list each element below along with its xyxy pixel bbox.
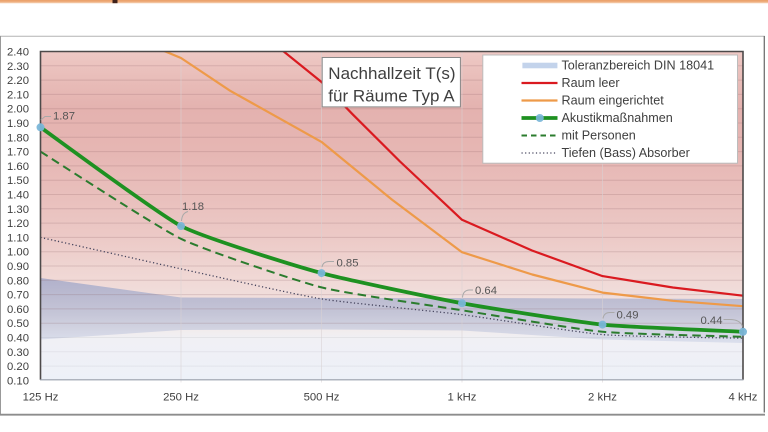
svg-text:0.80: 0.80 xyxy=(7,275,29,287)
svg-text:1.50: 1.50 xyxy=(7,175,29,187)
svg-text:für Räume Typ A: für Räume Typ A xyxy=(328,87,455,106)
svg-text:1.80: 1.80 xyxy=(7,132,29,144)
svg-text:500 Hz: 500 Hz xyxy=(304,392,340,404)
svg-text:1.00: 1.00 xyxy=(7,247,29,259)
svg-text:Tiefen (Bass) Absorber: Tiefen (Bass) Absorber xyxy=(562,146,690,160)
svg-text:1 kHz: 1 kHz xyxy=(448,392,477,404)
svg-text:0.70: 0.70 xyxy=(7,290,29,302)
svg-text:2 kHz: 2 kHz xyxy=(588,392,617,404)
svg-text:1.18: 1.18 xyxy=(182,201,204,213)
svg-text:Raum leer: Raum leer xyxy=(562,76,620,90)
svg-text:1.10: 1.10 xyxy=(7,232,29,244)
svg-text:0.30: 0.30 xyxy=(7,347,29,359)
svg-text:2.40: 2.40 xyxy=(7,47,29,59)
svg-text:Akustikmaßnahmen: Akustikmaßnahmen xyxy=(562,111,673,125)
svg-text:2.20: 2.20 xyxy=(7,75,29,87)
svg-text:1.87: 1.87 xyxy=(53,111,75,123)
svg-text:2.00: 2.00 xyxy=(7,104,29,116)
svg-text:2.10: 2.10 xyxy=(7,89,29,101)
svg-text:0.10: 0.10 xyxy=(7,375,29,387)
svg-text:0.90: 0.90 xyxy=(7,261,29,273)
svg-text:1.60: 1.60 xyxy=(7,161,29,173)
svg-text:1.30: 1.30 xyxy=(7,204,29,216)
svg-text:1.20: 1.20 xyxy=(7,218,29,230)
svg-text:4 kHz: 4 kHz xyxy=(729,392,758,404)
svg-text:1.90: 1.90 xyxy=(7,118,29,130)
svg-text:0.44: 0.44 xyxy=(701,315,723,327)
svg-text:0.50: 0.50 xyxy=(7,318,29,330)
svg-text:2.30: 2.30 xyxy=(7,61,29,73)
svg-text:Toleranzbereich DIN 18041: Toleranzbereich DIN 18041 xyxy=(562,59,715,73)
svg-text:Nachhallzeit T(s): Nachhallzeit T(s) xyxy=(328,64,455,83)
svg-text:0.20: 0.20 xyxy=(7,361,29,373)
svg-text:Raum eingerichtet: Raum eingerichtet xyxy=(562,94,665,108)
svg-text:250 Hz: 250 Hz xyxy=(163,392,199,404)
svg-text:0.64: 0.64 xyxy=(475,285,497,297)
svg-text:125 Hz: 125 Hz xyxy=(23,392,59,404)
svg-text:0.40: 0.40 xyxy=(7,333,29,345)
svg-text:0.85: 0.85 xyxy=(337,258,359,270)
svg-text:1.40: 1.40 xyxy=(7,190,29,202)
svg-text:0.60: 0.60 xyxy=(7,304,29,316)
svg-text:mit Personen: mit Personen xyxy=(562,129,636,143)
svg-text:1.70: 1.70 xyxy=(7,147,29,159)
svg-text:0.49: 0.49 xyxy=(617,310,639,322)
